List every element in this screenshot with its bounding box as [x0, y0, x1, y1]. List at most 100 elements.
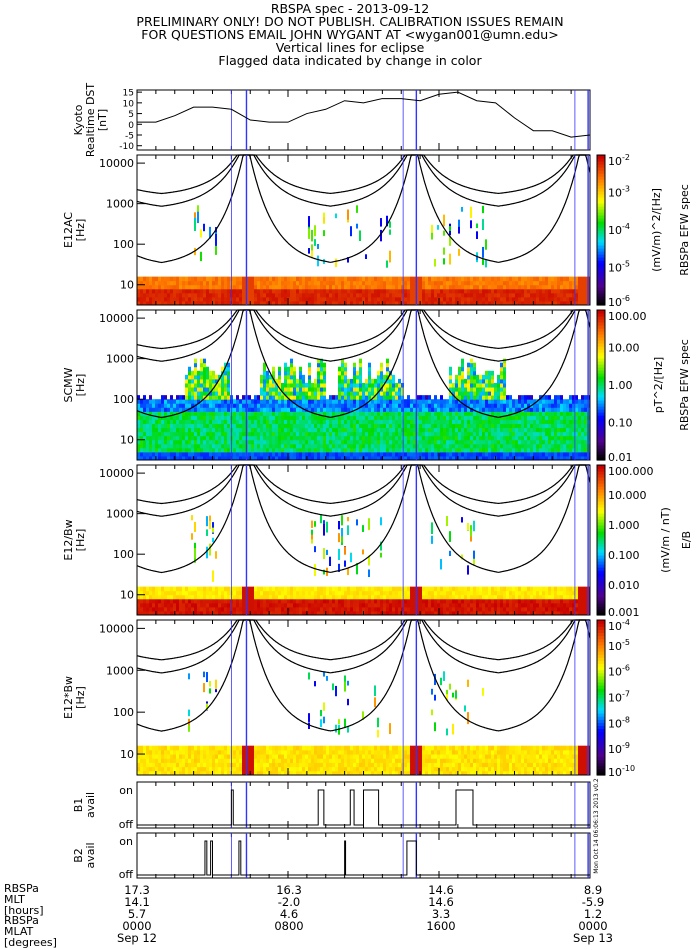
- spectrogram-cell: [479, 411, 482, 416]
- spectrogram-cell: [251, 439, 254, 445]
- spectrogram-cell: [365, 602, 368, 608]
- spectrogram-cell: [182, 606, 185, 612]
- spectrogram-cell: [158, 451, 161, 457]
- spectrogram-cell: [464, 435, 467, 441]
- spectrogram-cell: [377, 284, 380, 290]
- spectrogram-cell: [329, 276, 332, 282]
- spectrogram-cell: [488, 370, 491, 376]
- spectrogram-cell: [398, 276, 401, 282]
- spectrogram-cell: [407, 276, 410, 282]
- spectrogram-cell: [452, 419, 455, 425]
- spectrogram-cell: [338, 423, 341, 429]
- spectrogram-cell: [545, 455, 548, 461]
- spectrogram-cell: [455, 415, 458, 420]
- spectrogram-cell: [566, 292, 569, 298]
- spectrogram-cell: [236, 435, 239, 441]
- spectrogram-cell: [497, 423, 500, 429]
- spectrogram-cell: [272, 415, 275, 420]
- spectrogram-cell: [554, 292, 557, 298]
- spectrogram-cell: [356, 447, 359, 453]
- spectrogram-cell: [542, 411, 545, 416]
- spectrogram-cell: [380, 590, 383, 596]
- spectrogram-cell: [419, 427, 422, 433]
- spectrogram-cell: [392, 431, 395, 437]
- colorbar-cell: [597, 194, 605, 198]
- spectrogram-cell: [260, 288, 263, 294]
- spectrogram-cell: [302, 391, 305, 396]
- spectrogram-cell: [185, 586, 188, 592]
- spectrogram-cell: [293, 387, 296, 392]
- spectrogram-cell: [563, 411, 566, 416]
- spectrogram-cell: [365, 431, 368, 437]
- spectrogram-cell: [344, 374, 347, 380]
- spectrogram-cell: [425, 427, 428, 433]
- spectrogram-cell: [323, 455, 326, 461]
- spectrogram-cell: [506, 276, 509, 282]
- spectrogram-cell: [317, 243, 319, 249]
- spectrogram-cell: [164, 395, 167, 400]
- spectrogram-cell: [242, 435, 245, 441]
- spectrogram-cell: [401, 443, 404, 449]
- colorbar-cell: [597, 179, 605, 183]
- spectrogram-cell: [275, 423, 278, 429]
- spectrogram-cell: [539, 423, 542, 429]
- spectrogram-cell: [314, 225, 316, 237]
- spectrogram-cell: [218, 594, 221, 600]
- spectrogram-cell: [377, 280, 380, 286]
- spectrogram-cell: [233, 590, 236, 596]
- spectrogram-cell: [398, 300, 401, 306]
- spectrogram-cell: [140, 284, 143, 290]
- spectrogram-cell: [560, 447, 563, 453]
- spectrogram-cell: [299, 610, 302, 616]
- spectrogram-cell: [458, 382, 461, 388]
- spectrogram-cell: [323, 370, 326, 376]
- spectrogram-cell: [329, 407, 332, 412]
- spectrogram-cell: [467, 455, 470, 461]
- spectrogram-cell: [473, 399, 476, 404]
- spectrogram-cell: [464, 378, 467, 384]
- spectrogram-cell: [269, 610, 272, 616]
- spectrogram-cell: [380, 387, 383, 392]
- spectrogram-cell: [401, 391, 404, 396]
- spectrogram-cell: [158, 435, 161, 441]
- spectrogram-cell: [218, 374, 221, 380]
- spectrogram-cell: [287, 602, 290, 608]
- spectrogram-cell: [215, 411, 218, 416]
- spectrogram-cell: [560, 439, 563, 445]
- spectrogram-cell: [491, 399, 494, 404]
- spectrogram-cell: [467, 395, 470, 400]
- spectrogram-cell: [572, 455, 575, 461]
- spectrogram-cell: [383, 374, 386, 380]
- spectrogram-cell: [224, 431, 227, 437]
- spectrogram-cell: [314, 586, 317, 592]
- spectrogram-cell: [356, 296, 359, 302]
- spectrogram-cell: [266, 423, 269, 429]
- colorbar: [596, 154, 606, 306]
- spectrogram-cell: [239, 447, 242, 453]
- spectrogram-cell: [572, 423, 575, 429]
- spectrogram-cell: [251, 602, 254, 608]
- spectrogram-cell: [371, 455, 374, 461]
- spectrogram-cell: [323, 602, 326, 608]
- spectrogram-cell: [158, 598, 161, 604]
- spectrogram-cell: [317, 403, 320, 408]
- spectrogram-cell: [248, 427, 251, 433]
- spectrogram-cell: [482, 259, 484, 265]
- spectrogram-cell: [512, 288, 515, 294]
- spectrogram-cell: [266, 407, 269, 412]
- spectrogram-cell: [269, 447, 272, 453]
- spectrogram-cell: [359, 447, 362, 453]
- spectrogram-cell: [389, 229, 391, 235]
- spectrogram-cell: [152, 292, 155, 298]
- spectrogram-cell: [239, 435, 242, 441]
- spectrogram-cell: [185, 610, 188, 616]
- spectrogram-cell: [527, 288, 530, 294]
- spectrogram-cell: [305, 280, 308, 286]
- spectrogram-cell: [479, 288, 482, 294]
- spectrogram-cell: [287, 399, 290, 404]
- spectrogram-cell: [305, 602, 308, 608]
- spectrogram-cell: [290, 300, 293, 306]
- spectrogram-cell: [389, 391, 392, 396]
- spectrogram-cell: [248, 439, 251, 445]
- spectrogram-cell: [572, 451, 575, 457]
